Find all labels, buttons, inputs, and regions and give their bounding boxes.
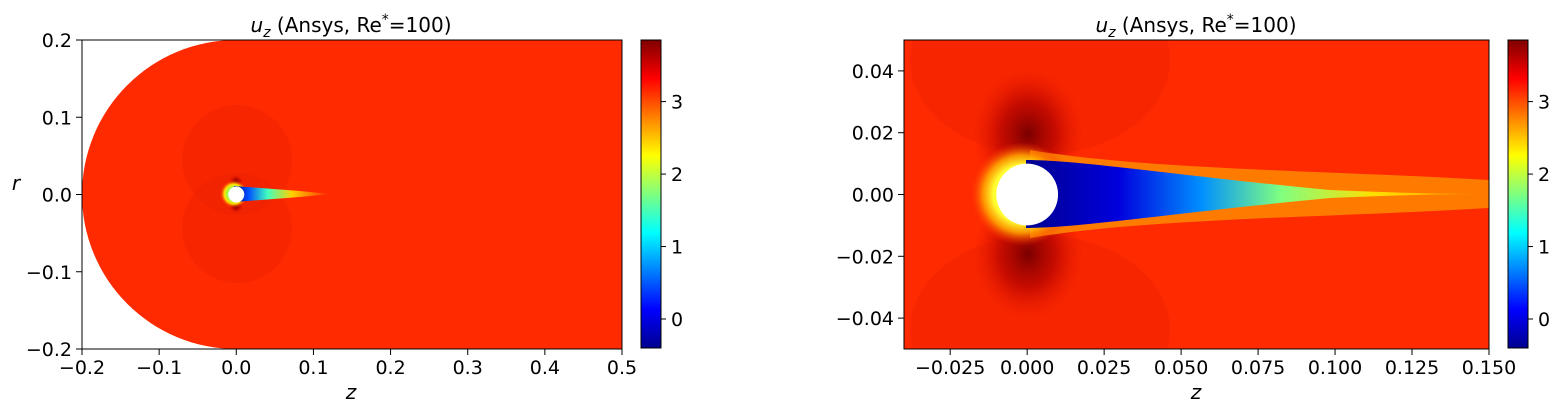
right-xtick-label: 0.000 [1000, 357, 1054, 379]
right-y-ticks: −0.04 −0.02 0.00 0.02 0.04 [836, 61, 904, 330]
left-xtick-label: 0.3 [453, 357, 483, 379]
right-field [904, 40, 1489, 349]
left-y-ticks: −0.2 −0.1 0.0 0.1 0.2 [26, 30, 82, 361]
left-xtick-label: −0.2 [59, 357, 105, 379]
left-ytick-label: 0.2 [42, 30, 72, 52]
left-xlabel: z [345, 380, 357, 404]
left-wake [234, 186, 330, 202]
left-xtick-label: 0.1 [298, 357, 328, 379]
right-xtick-label: −0.025 [915, 357, 985, 379]
left-xtick-label: 0.4 [530, 357, 560, 379]
left-ytick-label: −0.2 [26, 339, 72, 361]
right-title: uz (Ansys, Re*=100) [1096, 12, 1297, 41]
right-ytick-label: 0.02 [852, 123, 894, 145]
right-xlabel: z [1190, 380, 1202, 404]
right-colorbar-ticks: 0 1 2 3 [1528, 92, 1550, 331]
left-xtick-label: −0.1 [136, 357, 182, 379]
right-colorbar-tick-label: 3 [1538, 92, 1550, 114]
right-colorbar-tick-label: 2 [1538, 164, 1550, 186]
right-xtick-label: 0.050 [1154, 357, 1208, 379]
right-xtick-label: 0.150 [1462, 357, 1516, 379]
left-ytick-label: −0.1 [26, 262, 72, 284]
right-ytick-label: 0.00 [852, 185, 894, 207]
right-colorbar-tick-label: 0 [1538, 309, 1550, 331]
right-ytick-label: −0.04 [836, 308, 894, 330]
left-xtick-label: 0.0 [221, 357, 251, 379]
right-ytick-label: −0.02 [836, 246, 894, 268]
left-colorbar-tick-label: 2 [671, 164, 683, 186]
left-colorbar-ticks: 0 1 2 3 [661, 92, 683, 331]
right-xtick-label: 0.025 [1077, 357, 1131, 379]
left-ytick-label: 0.1 [42, 107, 72, 129]
left-colorbar-tick-label: 3 [671, 92, 683, 114]
right-xtick-label: 0.075 [1231, 357, 1285, 379]
left-title: uz (Ansys, Re*=100) [251, 12, 452, 41]
right-wake [1026, 160, 1489, 228]
right-colorbar-tick-label: 1 [1538, 237, 1550, 259]
left-xtick-label: 0.5 [607, 357, 637, 379]
left-ytick-label: 0.0 [42, 185, 72, 207]
right-sphere [996, 163, 1059, 226]
right-ytick-label: 0.04 [852, 61, 894, 83]
left-domain [82, 40, 622, 349]
left-x-ticks: −0.2 −0.1 0.0 0.1 0.2 0.3 0.4 0.5 [59, 349, 637, 379]
left-field [82, 40, 622, 349]
left-ylabel: r [12, 171, 22, 195]
right-x-ticks: −0.025 0.000 0.025 0.050 0.075 0.100 0.125 0.15… [915, 349, 1516, 379]
left-panel: uz (Ansys, Re*=100) −0.2 −0.1 0.0 0.1 0.2 0.3… [12, 12, 683, 404]
left-sphere [228, 186, 245, 203]
left-colorbar-tick-label: 0 [671, 309, 683, 331]
left-colorbar [640, 39, 662, 349]
left-colorbar-tick-label: 1 [671, 237, 683, 259]
right-xtick-label: 0.100 [1308, 357, 1362, 379]
right-xtick-label: 0.125 [1385, 357, 1439, 379]
right-panel: uz (Ansys, Re*=100) −0.025 0.000 0.025 0.05… [836, 12, 1550, 404]
right-colorbar [1507, 39, 1529, 349]
left-xtick-label: 0.2 [375, 357, 405, 379]
